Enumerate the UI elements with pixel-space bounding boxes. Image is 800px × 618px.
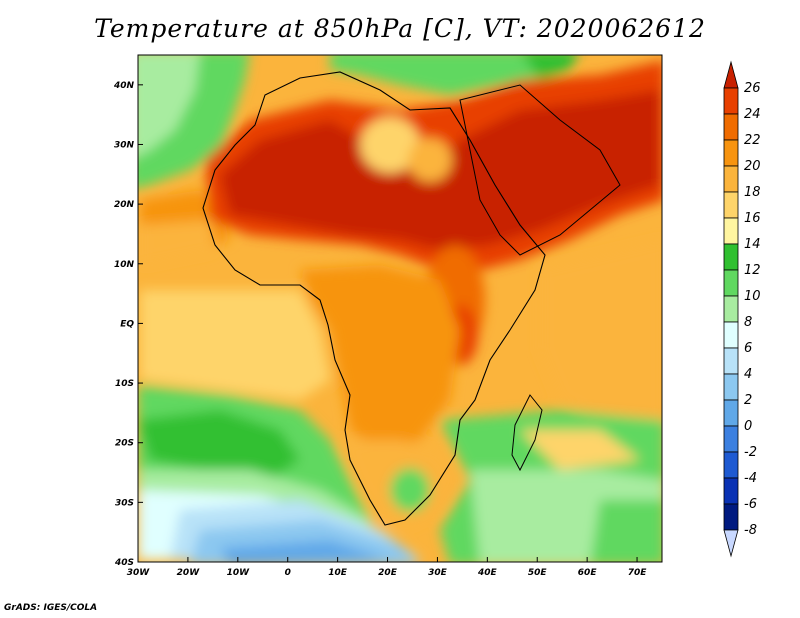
colorbar-swatch bbox=[723, 191, 739, 219]
madagascar-outline bbox=[511, 394, 543, 472]
lon-tick-label: 40E bbox=[477, 568, 498, 578]
lat-tick-label: 30S bbox=[115, 498, 134, 508]
coastline bbox=[202, 71, 546, 526]
map-title: Temperature at 850hPa [C], VT: 202006261… bbox=[94, 14, 706, 43]
colorbar-swatch bbox=[723, 269, 739, 297]
colorbar-swatch bbox=[723, 139, 739, 167]
lat-tick-label: 10S bbox=[115, 379, 134, 389]
lon-tick-label: 20W bbox=[177, 568, 201, 578]
colorbar-swatch bbox=[723, 321, 739, 349]
colorbar-swatch bbox=[723, 399, 739, 427]
colorbar-swatch bbox=[723, 373, 739, 401]
colorbar-label: -2 bbox=[744, 445, 757, 460]
lon-tick-label: 10E bbox=[328, 568, 348, 578]
colorbar-label: 8 bbox=[744, 315, 752, 330]
latitude-axis: 40N 30N 20N 10N EQ 10S 20S 30S 40S bbox=[113, 81, 143, 568]
colorbar-label: 2 bbox=[744, 393, 752, 408]
lon-tick-label: 0 bbox=[285, 568, 291, 578]
lon-tick-label: 30W bbox=[127, 568, 151, 578]
colorbar-label: 14 bbox=[744, 237, 761, 252]
credit-text: GrADS: IGES/COLA bbox=[4, 603, 98, 613]
colorbar-label: 12 bbox=[744, 263, 761, 278]
colorbar-swatch bbox=[723, 60, 739, 89]
lon-tick-label: 20E bbox=[378, 568, 398, 578]
lat-tick-label: 20N bbox=[114, 200, 135, 210]
lon-tick-label: 70E bbox=[628, 568, 648, 578]
colorbar-swatch bbox=[723, 87, 739, 115]
longitude-axis: 30W 20W 10W 0 10E 20E 30E 40E 50E 60E 70E bbox=[127, 557, 647, 578]
colorbar-label: -4 bbox=[744, 471, 757, 486]
colorbar-swatch bbox=[723, 477, 739, 505]
colorbar-swatch bbox=[723, 529, 739, 558]
colorbar-label: 18 bbox=[744, 185, 761, 200]
lon-tick-label: 10W bbox=[227, 568, 251, 578]
colorbar-label: 6 bbox=[744, 341, 752, 356]
colorbar-swatch bbox=[723, 503, 739, 531]
colorbar-swatch bbox=[723, 425, 739, 453]
lon-tick-label: 30E bbox=[428, 568, 448, 578]
lat-tick-label: EQ bbox=[120, 319, 134, 329]
colorbar-label: 20 bbox=[744, 159, 761, 174]
lon-tick-label: 60E bbox=[578, 568, 598, 578]
colorbar-label: 0 bbox=[744, 419, 752, 434]
colorbar-label: 24 bbox=[744, 107, 761, 122]
colorbar-swatch bbox=[723, 113, 739, 141]
colorbar-label: -6 bbox=[744, 497, 757, 512]
arabia-outline bbox=[459, 84, 621, 256]
colorbar-label: 10 bbox=[744, 289, 761, 304]
lat-tick-label: 20S bbox=[115, 439, 134, 449]
colorbar-swatch bbox=[723, 243, 739, 271]
colorbar-label: 26 bbox=[744, 81, 761, 96]
colorbar-swatch bbox=[723, 451, 739, 479]
colorbar-swatch bbox=[723, 165, 739, 193]
temperature-field bbox=[138, 55, 662, 562]
colorbar-swatch bbox=[723, 347, 739, 375]
lat-tick-label: 40N bbox=[113, 81, 135, 91]
lon-tick-label: 50E bbox=[528, 568, 548, 578]
colorbar-swatch bbox=[723, 295, 739, 323]
lat-tick-label: 40S bbox=[114, 558, 134, 568]
colorbar-label: -8 bbox=[744, 523, 757, 538]
lat-tick-label: 30N bbox=[114, 140, 135, 150]
lat-tick-label: 10N bbox=[114, 260, 135, 270]
colorbar-swatch bbox=[723, 217, 739, 245]
colorbar-label: 16 bbox=[744, 211, 761, 226]
colorbar-label: 4 bbox=[744, 367, 752, 382]
colorbar-label: 22 bbox=[744, 133, 761, 148]
